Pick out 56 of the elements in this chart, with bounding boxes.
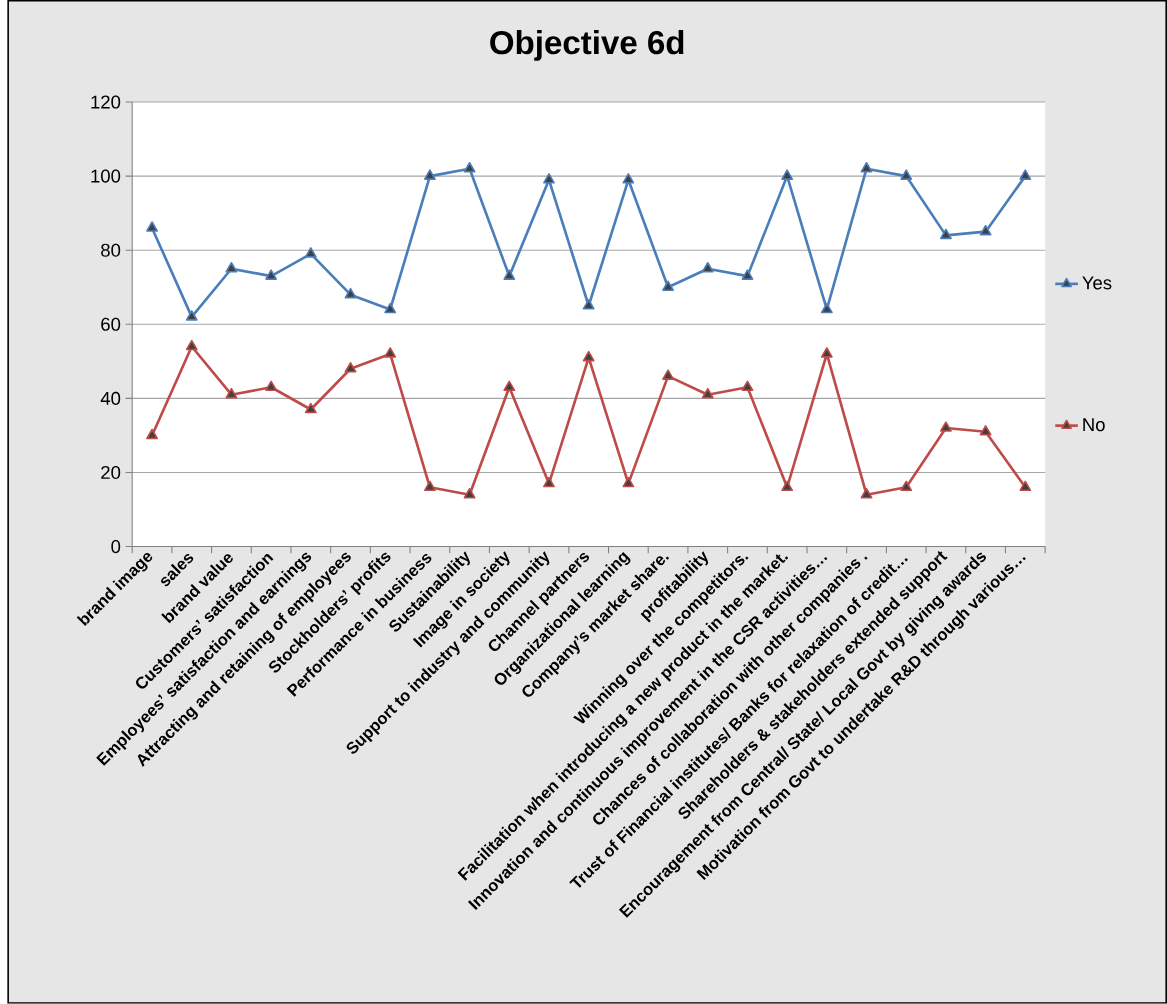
point xyxy=(1019,480,1032,492)
point xyxy=(622,173,635,184)
point xyxy=(304,402,317,414)
point xyxy=(304,247,317,258)
point xyxy=(463,488,476,499)
y-tick-label: 100 xyxy=(91,169,121,183)
point xyxy=(1019,169,1032,180)
point xyxy=(900,480,913,492)
point xyxy=(543,476,555,488)
y-tick-label: 60 xyxy=(101,317,121,331)
point xyxy=(384,347,397,358)
point xyxy=(146,221,158,232)
point xyxy=(701,388,714,399)
point xyxy=(423,169,436,180)
point xyxy=(463,162,476,173)
point xyxy=(582,350,595,362)
chart-title: Objective 6d xyxy=(490,30,684,61)
point xyxy=(701,262,714,273)
point xyxy=(185,339,198,351)
point xyxy=(860,162,873,173)
point xyxy=(384,302,397,314)
point xyxy=(820,347,833,358)
point xyxy=(781,169,794,180)
point xyxy=(662,369,675,381)
y-tick-label: 40 xyxy=(100,391,121,406)
y-tick-label: 0 xyxy=(111,540,121,554)
point xyxy=(979,425,992,436)
point xyxy=(265,380,278,392)
point xyxy=(503,269,516,280)
point xyxy=(741,380,754,392)
legend-label: No xyxy=(1083,418,1105,432)
point xyxy=(622,476,635,488)
point xyxy=(860,488,873,499)
point xyxy=(741,269,754,280)
legend-label: Yes xyxy=(1082,276,1112,290)
point xyxy=(225,262,238,273)
point xyxy=(503,380,516,392)
point xyxy=(146,428,158,440)
point xyxy=(820,302,833,314)
point xyxy=(225,388,238,399)
y-tick-label: 120 xyxy=(91,95,121,109)
point xyxy=(939,421,952,432)
point xyxy=(900,169,913,180)
point xyxy=(662,280,675,292)
point xyxy=(265,269,278,280)
point xyxy=(979,225,992,236)
point xyxy=(781,480,794,492)
point xyxy=(939,228,952,240)
point xyxy=(344,287,357,299)
point xyxy=(185,310,198,321)
point xyxy=(344,362,357,373)
point xyxy=(582,299,595,310)
y-tick-label: 80 xyxy=(101,243,121,257)
point xyxy=(543,173,555,184)
point xyxy=(423,480,436,492)
y-tick-label: 20 xyxy=(101,465,121,480)
